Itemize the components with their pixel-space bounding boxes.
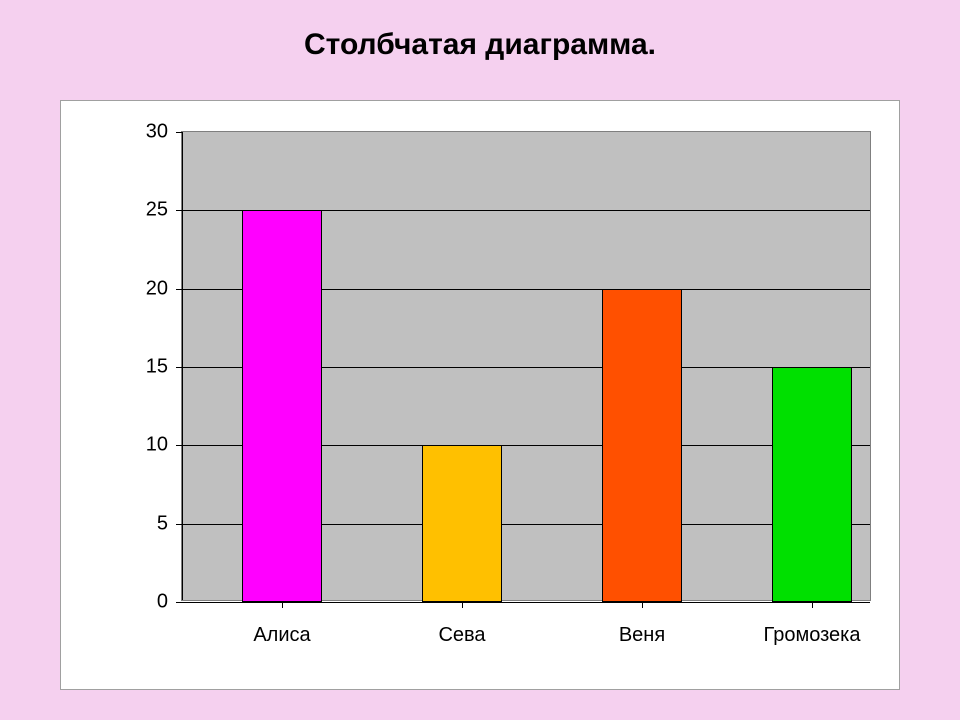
x-axis-label: Алиса	[253, 624, 310, 647]
y-tick-mark	[176, 132, 182, 133]
y-tick-label: 0	[128, 591, 168, 614]
y-axis-line	[182, 132, 183, 600]
x-tick-mark	[282, 602, 283, 608]
y-tick-label: 10	[128, 434, 168, 457]
x-axis-baseline	[182, 602, 870, 603]
y-tick-mark	[176, 602, 182, 603]
plot-area: 051015202530АлисаСеваВеняГромозека	[181, 131, 871, 601]
y-tick-mark	[176, 445, 182, 446]
bar	[242, 210, 322, 602]
y-tick-mark	[176, 367, 182, 368]
chart-card: 0 5 10 15 20 25 30 Алиса Сева Веня Громозека	[60, 100, 900, 690]
bar	[422, 445, 502, 602]
y-tick-mark	[176, 210, 182, 211]
y-tick-mark	[176, 289, 182, 290]
y-tick-label: 20	[128, 277, 168, 300]
x-tick-mark	[812, 602, 813, 608]
y-tick-label: 5	[128, 512, 168, 535]
page: Столбчатая диаграмма. 0 5 10 15 20 25 30 Алиса С…	[0, 0, 960, 720]
x-axis-label: Громозека	[764, 624, 861, 647]
bar	[772, 367, 852, 602]
bar	[602, 289, 682, 602]
y-tick-mark	[176, 524, 182, 525]
x-axis-label: Веня	[619, 624, 665, 647]
x-tick-mark	[642, 602, 643, 608]
page-title: Столбчатая диаграмма.	[0, 28, 960, 62]
y-tick-label: 15	[128, 356, 168, 379]
x-tick-mark	[462, 602, 463, 608]
y-tick-label: 25	[128, 199, 168, 222]
x-axis-label: Сева	[438, 624, 485, 647]
y-tick-label: 30	[128, 121, 168, 144]
